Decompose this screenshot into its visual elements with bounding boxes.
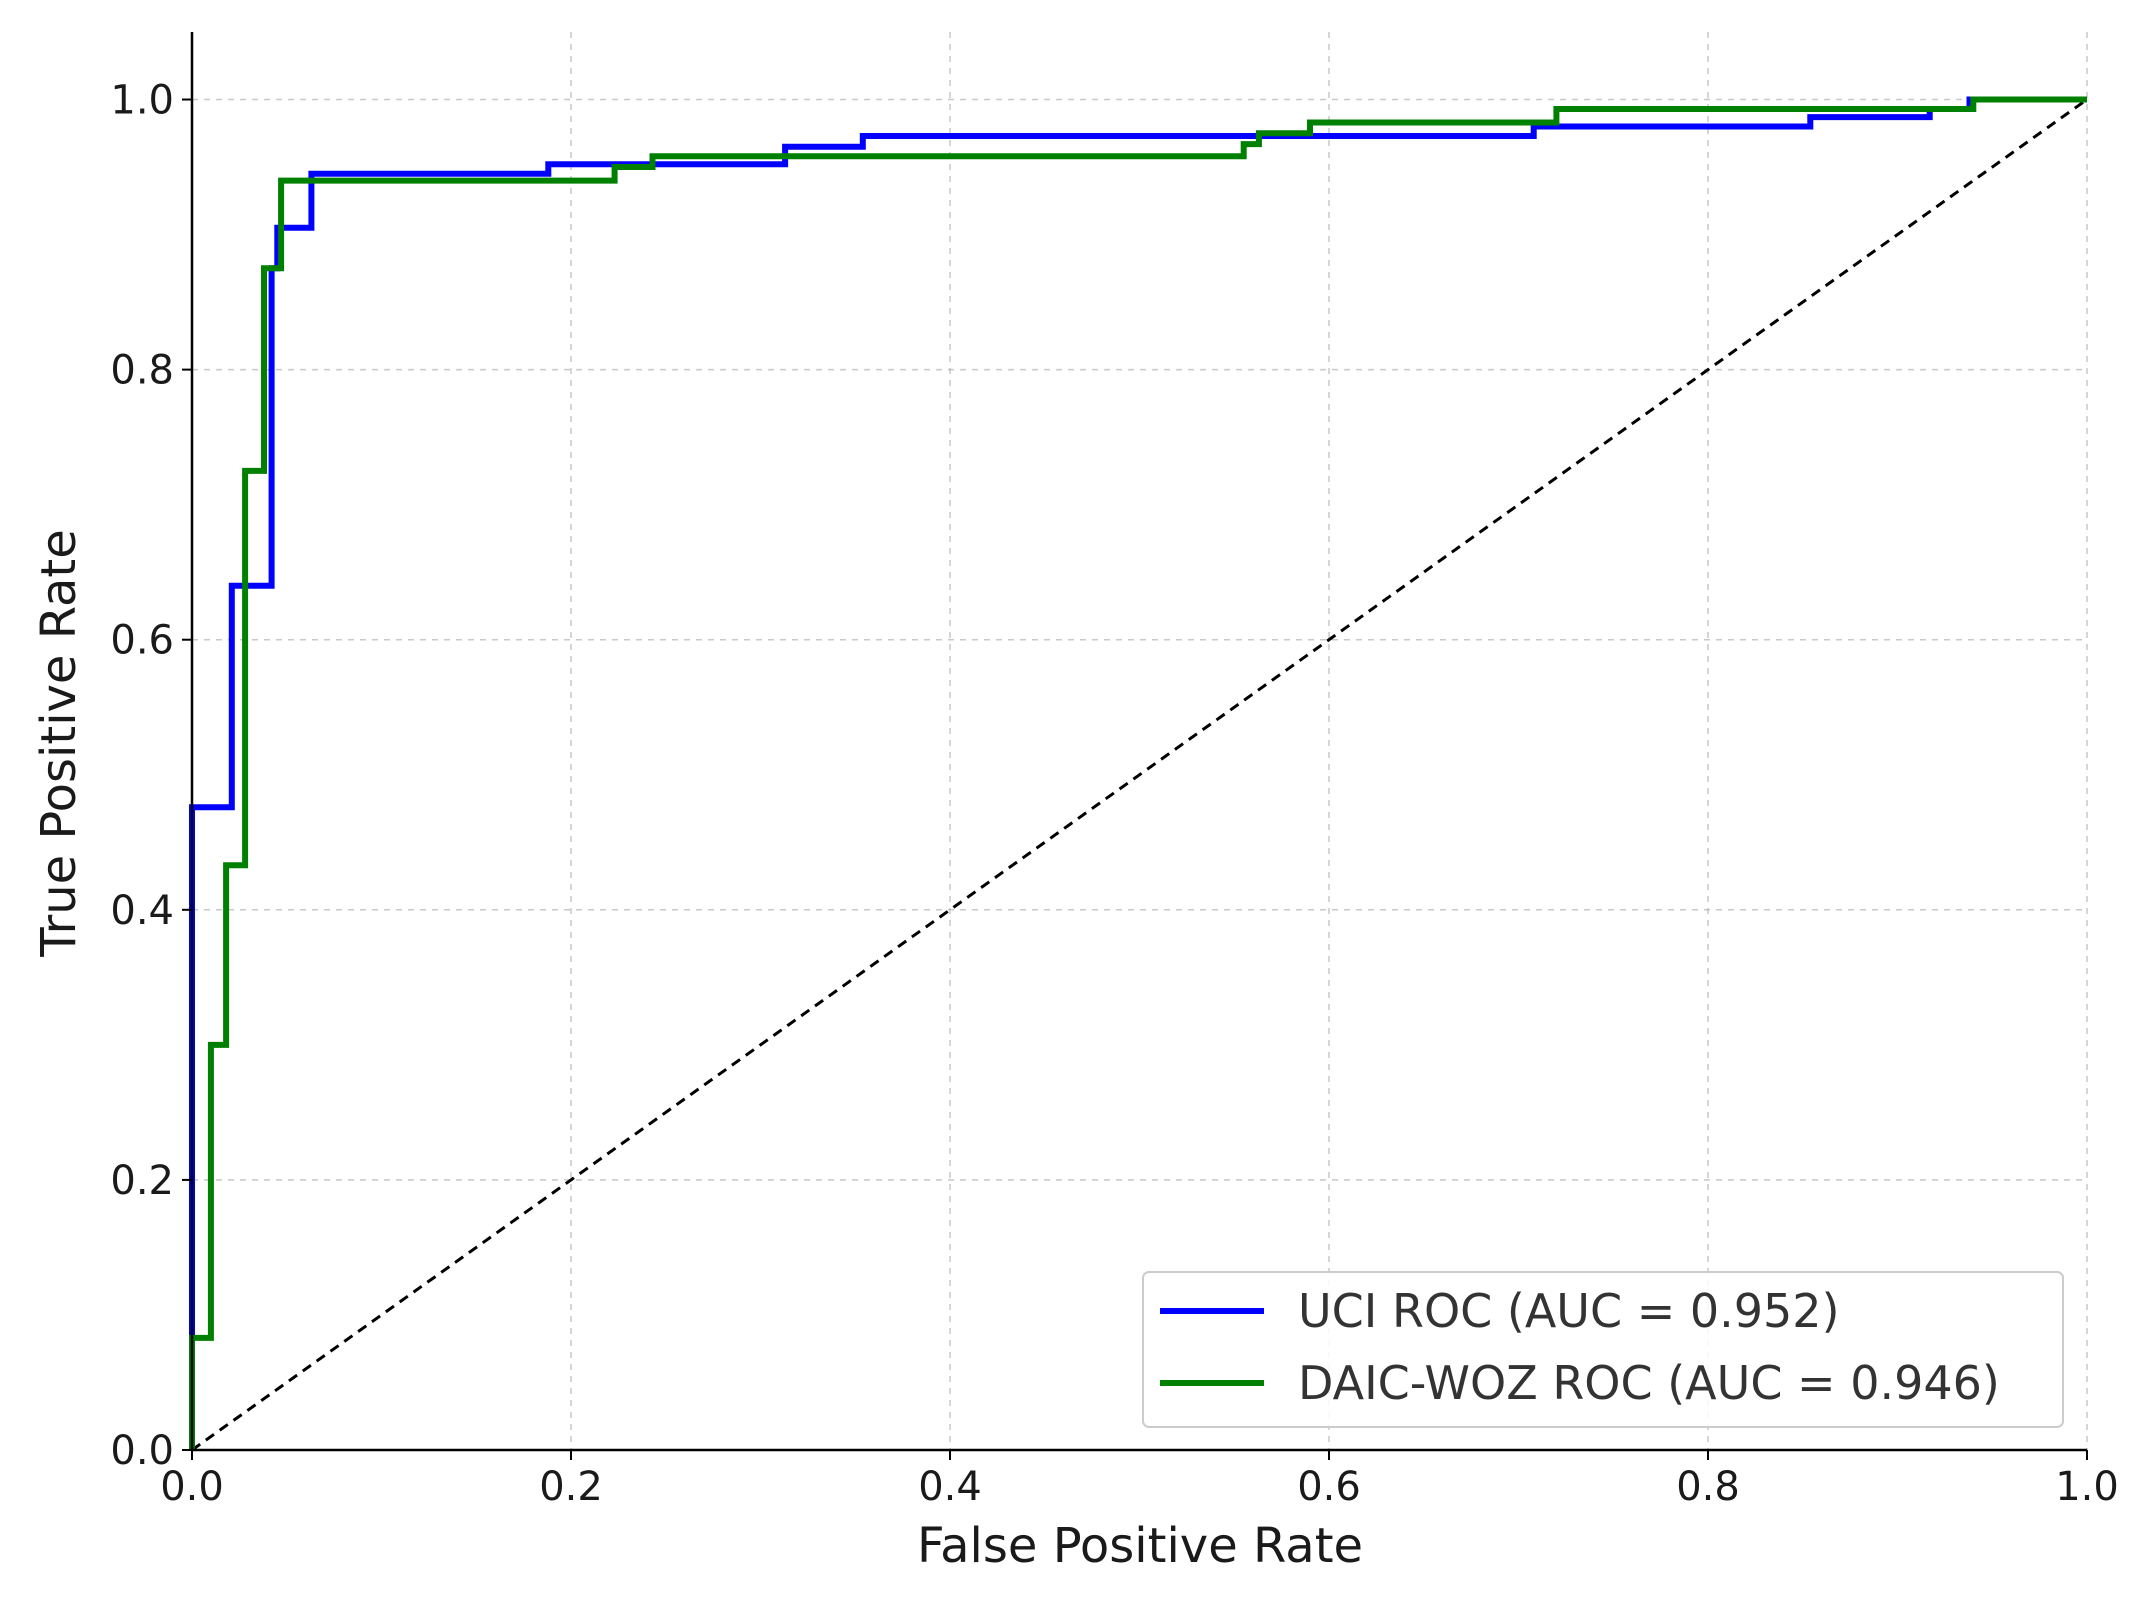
grid [191,32,2088,1451]
legend: UCI ROC (AUC = 0.952) DAIC-WOZ ROC (AUC … [1142,1271,2064,1428]
series-line-daic-woz [189,96,2087,1450]
legend-box [1142,1271,2064,1428]
x-tick-label: 0.8 [1676,1464,1740,1510]
legend-label-daic-woz: DAIC-WOZ ROC (AUC = 0.946) [1298,1356,2000,1410]
x-tick-label: 0.4 [918,1464,982,1510]
y-axis-label: True Positive Rate [31,529,87,958]
tick-labels: 0.0 0.2 0.4 0.6 0.8 1.0 0.0 0.2 0.4 0.6 0.8 1.0 [110,78,2118,1510]
y-tick-label: 0.4 [110,888,174,934]
reference-line-layer [191,98,2088,1452]
y-tick-label: 0.0 [110,1428,174,1474]
axes [182,32,2088,1460]
x-tick-label: 0.6 [1297,1464,1361,1510]
x-axis-label: False Positive Rate [917,1518,1363,1574]
series-layer [189,96,2087,1450]
x-tick-label: 1.0 [2055,1464,2119,1510]
y-tick-label: 0.8 [110,348,174,394]
y-tick-label: 1.0 [110,78,174,124]
reference-diagonal-line [191,98,2088,1452]
y-tick-label: 0.2 [110,1158,174,1204]
y-tick-label: 0.6 [110,618,174,664]
legend-label-uci: UCI ROC (AUC = 0.952) [1298,1284,1840,1338]
x-tick-label: 0.0 [160,1464,224,1510]
x-tick-label: 0.2 [539,1464,603,1510]
